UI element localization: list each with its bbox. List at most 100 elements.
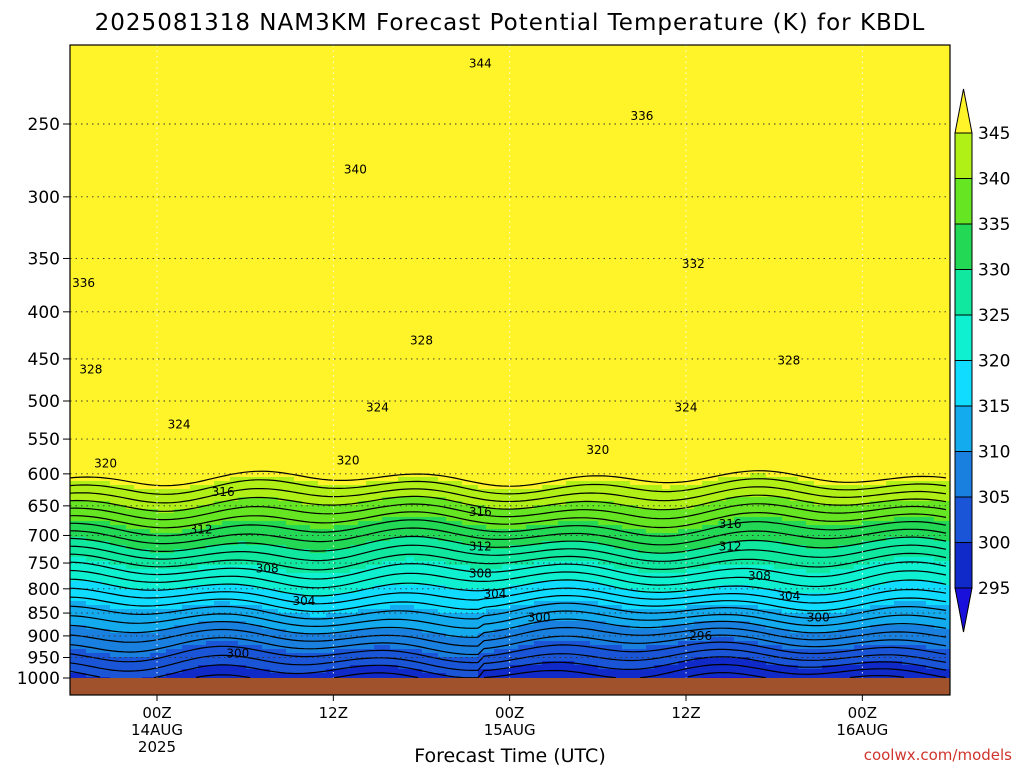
colorbar-cell [954, 496, 973, 543]
contour-label: 300 [528, 611, 551, 625]
contour-label: 328 [777, 354, 800, 368]
svg-text:312: 312 [469, 540, 492, 554]
x-tick-label: 12Z [671, 704, 700, 722]
svg-text:328: 328 [777, 354, 800, 368]
colorbar-tick-label: 345 [978, 124, 1010, 144]
contour-line [70, 511, 947, 529]
contour-line [849, 674, 905, 679]
svg-text:316: 316 [212, 485, 235, 499]
svg-text:340: 340 [344, 162, 367, 176]
colorbar-tick-label: 315 [978, 397, 1010, 417]
svg-text:324: 324 [366, 400, 389, 414]
y-tick-label: 500 [28, 392, 60, 412]
contour-line [70, 670, 101, 678]
y-tick-label: 700 [28, 526, 60, 546]
contour-line [70, 544, 947, 562]
contour-line [333, 672, 419, 679]
y-tick-label: 1000 [17, 669, 60, 689]
contour-line [195, 674, 251, 679]
y-tick-label: 250 [28, 115, 60, 135]
contour-label: 304 [292, 594, 315, 608]
x-tick-label: 00Z [848, 704, 877, 722]
contour-label: 316 [719, 517, 742, 531]
credit-link[interactable]: coolwx.com/models [864, 746, 1012, 764]
contour-label: 344 [469, 57, 492, 71]
contour-line [70, 519, 947, 537]
x-axis-label: Forecast Time (UTC) [414, 745, 605, 767]
svg-text:320: 320 [337, 453, 360, 467]
contour-label: 312 [190, 523, 213, 537]
ground-strip [70, 678, 950, 695]
contour-label: 324 [366, 400, 389, 414]
colorbar-cell [954, 451, 973, 498]
contour-label: 300 [807, 611, 830, 625]
svg-text:296: 296 [689, 629, 712, 643]
colorbar-tick-label: 330 [978, 261, 1010, 281]
svg-text:300: 300 [807, 611, 830, 625]
plot-area [70, 45, 950, 695]
contour-line [70, 648, 947, 672]
colorbar-tick-label: 300 [978, 534, 1010, 554]
y-tick-label: 650 [28, 497, 60, 517]
contour-line [70, 470, 947, 487]
colorbar-underflow [954, 587, 973, 633]
svg-text:304: 304 [292, 594, 315, 608]
colorbar-tick-label: 310 [978, 443, 1010, 463]
colorbar-tick-label: 335 [978, 215, 1010, 235]
contour-line [70, 552, 947, 571]
colorbar-tick-label: 325 [978, 306, 1010, 326]
contour-line [70, 478, 947, 495]
svg-text:328: 328 [79, 362, 102, 376]
colorbar-overflow [954, 88, 973, 134]
svg-text:320: 320 [94, 457, 117, 471]
y-tick-label: 900 [28, 627, 60, 647]
contour-label: 308 [748, 569, 771, 583]
contour-line [687, 671, 767, 679]
contour-line [70, 535, 947, 554]
contour-label: 308 [256, 561, 279, 575]
contour-line [483, 669, 617, 679]
colorbar-cell [954, 269, 973, 316]
contour-label: 304 [777, 589, 800, 603]
contour-line [153, 656, 947, 679]
colorbar-tick-label: 305 [978, 488, 1010, 508]
contour-label: 336 [630, 109, 653, 123]
contour-line-layer [70, 470, 947, 679]
colorbar: 295 300 305 310 315 320 325 330 335 340 345 [954, 88, 1010, 633]
x-tick-label: 2025 [138, 738, 176, 756]
y-tick-label: 750 [28, 554, 60, 574]
contour-line [70, 626, 947, 647]
y-tick-label: 600 [28, 465, 60, 485]
svg-text:308: 308 [256, 561, 279, 575]
contour-line [70, 561, 947, 580]
colorbar-cell [954, 223, 973, 270]
contour-label: 300 [226, 646, 249, 660]
grid-layer [70, 45, 950, 695]
svg-text:324: 324 [168, 417, 191, 431]
y-tick-label: 950 [28, 649, 60, 669]
colorbar-cell [954, 178, 973, 225]
colorbar-cell [954, 405, 973, 452]
svg-text:336: 336 [72, 276, 95, 290]
svg-text:336: 336 [630, 109, 653, 123]
contour-line [70, 618, 947, 638]
y-tick-label: 850 [28, 604, 60, 624]
y-tick-label: 350 [28, 249, 60, 269]
svg-text:312: 312 [190, 523, 213, 537]
color-fill-layer [70, 45, 950, 695]
contour-label: 296 [689, 629, 712, 643]
contour-line [70, 602, 947, 620]
svg-text:312: 312 [719, 540, 742, 554]
svg-text:316: 316 [469, 505, 492, 519]
contour-label: 312 [719, 540, 742, 554]
contour-label: 320 [337, 453, 360, 467]
contour-line [70, 578, 947, 597]
x-tick-label: 16AUG [836, 721, 888, 739]
contour-line [70, 610, 947, 629]
svg-text:300: 300 [226, 646, 249, 660]
contour-label: 320 [94, 457, 117, 471]
y-tick-label: 300 [28, 188, 60, 208]
colorbar-cell [954, 542, 973, 589]
y-tick-label: 400 [28, 303, 60, 323]
